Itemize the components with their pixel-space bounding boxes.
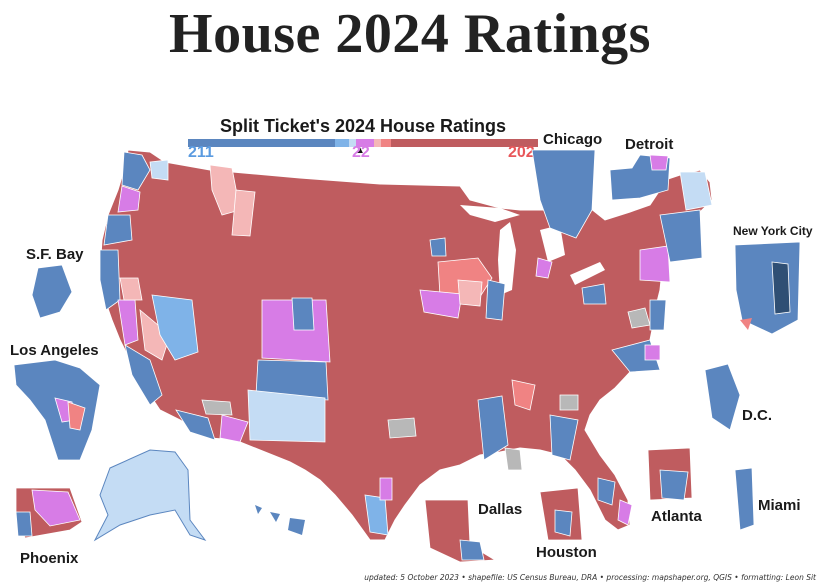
inset-label-houston: Houston bbox=[536, 544, 597, 561]
credits-footer: updated: 5 October 2023 • shapefile: US … bbox=[364, 573, 816, 582]
inset-label-los-angeles: Los Angeles bbox=[10, 342, 99, 359]
inset-label-sf-bay: S.F. Bay bbox=[26, 246, 84, 263]
sf-bay-inset bbox=[31, 264, 73, 319]
rep-count: 202 bbox=[508, 144, 535, 161]
lake-huron bbox=[540, 225, 565, 262]
dc-inset bbox=[704, 363, 741, 431]
legend-title: Split Ticket's 2024 House Ratings bbox=[219, 116, 507, 136]
map-title: House 2024 Ratings bbox=[169, 3, 651, 65]
inset-label-detroit: Detroit bbox=[625, 136, 674, 153]
majority-marker-icon: ▲ bbox=[355, 145, 365, 156]
miami-inset bbox=[734, 467, 755, 531]
hawaii bbox=[255, 505, 305, 535]
inset-label-phoenix: Phoenix bbox=[20, 550, 79, 567]
alaska bbox=[93, 449, 207, 542]
ratings-bar bbox=[188, 139, 538, 147]
lake-superior bbox=[460, 205, 520, 222]
inset-label-atlanta: Atlanta bbox=[651, 508, 702, 525]
inset-label-dc: D.C. bbox=[742, 407, 772, 424]
inset-label-dallas: Dallas bbox=[478, 501, 523, 518]
lake-michigan bbox=[498, 222, 516, 295]
dem-count: 211 bbox=[188, 144, 214, 161]
inset-label-miami: Miami bbox=[758, 497, 801, 514]
dallas-inset bbox=[424, 499, 497, 563]
lake-erie bbox=[570, 262, 605, 285]
la-inset bbox=[13, 359, 101, 461]
tossup-count: 22 bbox=[352, 144, 370, 161]
chicago-inset bbox=[531, 149, 596, 239]
inset-label-new-york-city: New York City bbox=[733, 224, 813, 238]
inset-label-chicago: Chicago bbox=[543, 131, 603, 148]
